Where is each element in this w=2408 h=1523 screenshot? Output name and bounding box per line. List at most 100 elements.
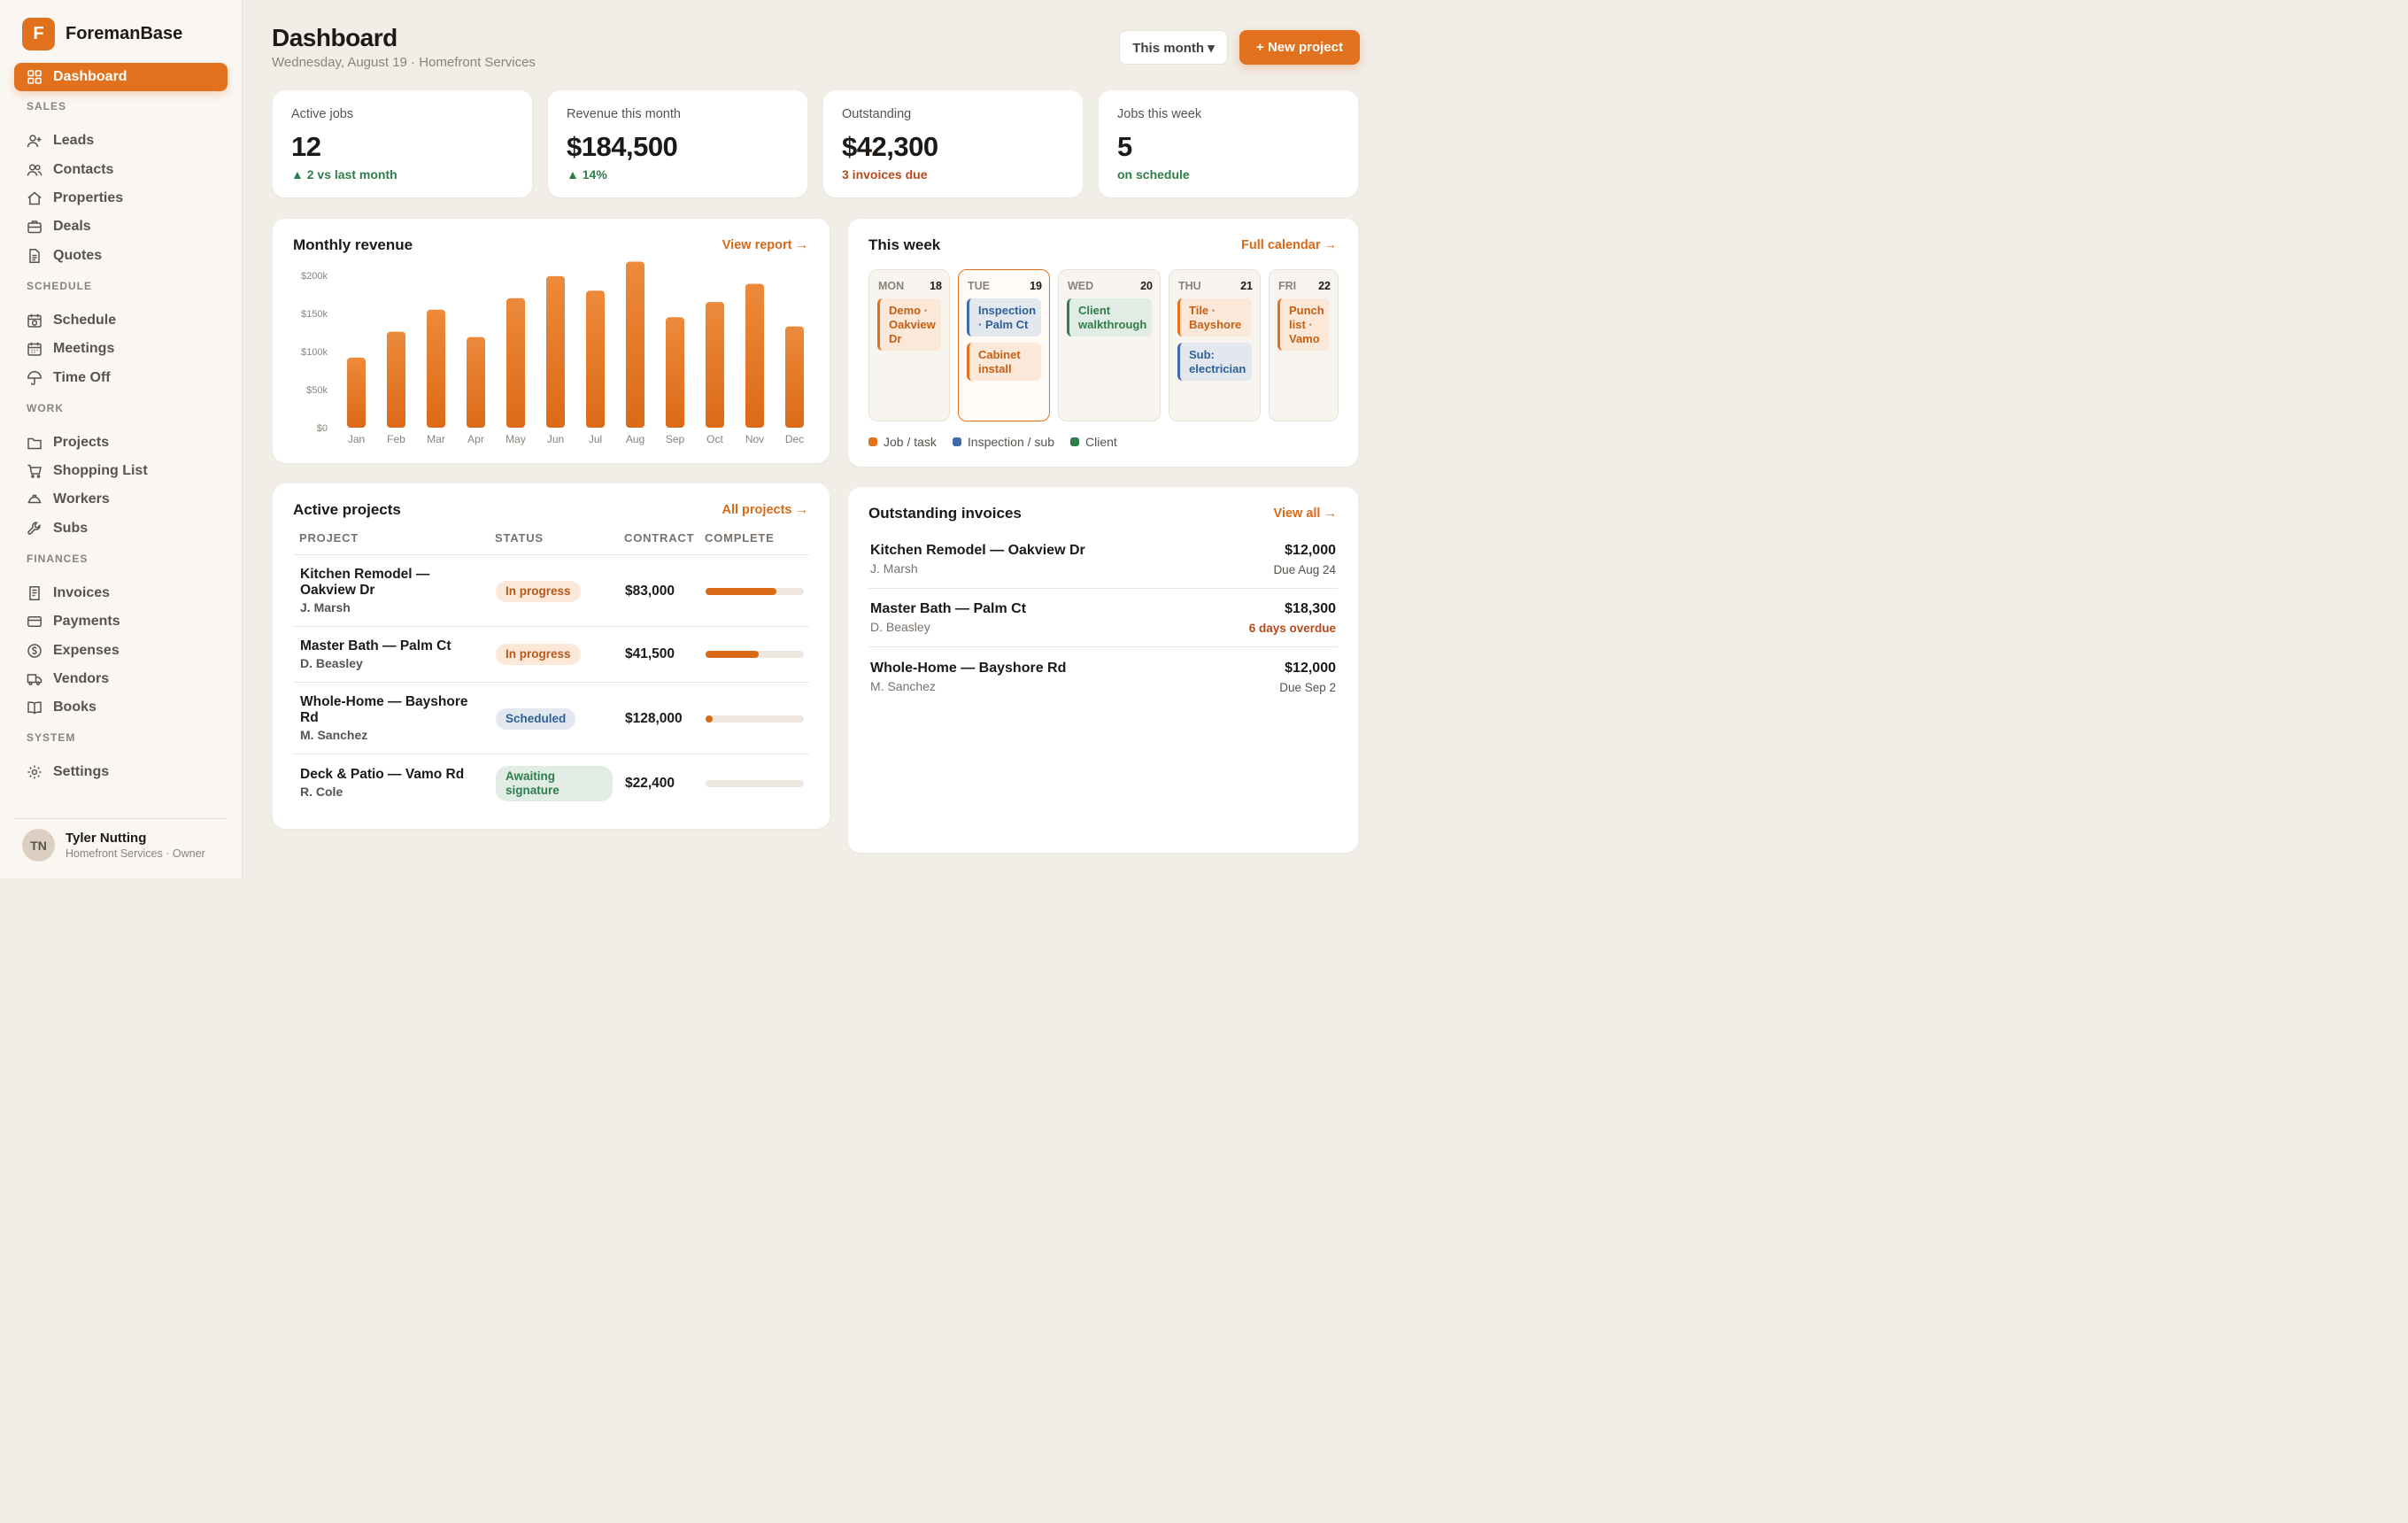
stat-note: ▲ 14% [567, 167, 607, 182]
table-row[interactable]: Deck & Patio — Vamo Rd R. Cole Awaiting … [293, 754, 809, 810]
calendar-event[interactable]: Tile · Bayshore [1177, 298, 1252, 336]
sidebar-item-label: Books [53, 700, 96, 715]
table-row[interactable]: Kitchen Remodel — Oakview Dr J. Marsh In… [293, 554, 809, 626]
day-column-wed[interactable]: WED 20 Client walkthrough [1058, 269, 1161, 421]
day-column-mon[interactable]: MON 18 Demo · Oakview Dr [868, 269, 950, 421]
bar-sep[interactable] [666, 317, 684, 428]
sidebar-item-properties[interactable]: Properties [14, 184, 228, 213]
calendar-event[interactable]: Punch list · Vamo [1277, 298, 1330, 351]
y-tick-label: $150k [301, 309, 328, 320]
calendar-event[interactable]: Sub: electrician [1177, 343, 1252, 381]
card-title: Active projects [293, 501, 401, 518]
progress-fill [706, 715, 713, 723]
sidebar-item-books[interactable]: Books [14, 693, 228, 722]
calendar-event[interactable]: Demo · Oakview Dr [877, 298, 941, 351]
new-project-button[interactable]: + New project [1239, 30, 1360, 65]
bar-jan[interactable] [347, 357, 366, 428]
invoice-client: M. Sanchez [870, 679, 936, 693]
x-tick-label: Aug [626, 433, 644, 445]
bar-oct[interactable] [706, 302, 724, 428]
user-role: Homefront Services · Owner [66, 847, 205, 860]
bar-jun[interactable] [546, 275, 565, 428]
calendar-event[interactable]: Cabinet install [967, 343, 1041, 381]
day-column-fri[interactable]: FRI 22 Punch list · Vamo [1269, 269, 1339, 421]
project-name: Deck & Patio — Vamo Rd [300, 767, 465, 782]
y-tick-label: $50k [306, 385, 328, 396]
sidebar-item-shopping-list[interactable]: Shopping List [14, 457, 228, 485]
sidebar-item-vendors[interactable]: Vendors [14, 665, 228, 693]
calendar-event[interactable]: Inspection · Palm Ct [967, 298, 1041, 336]
invoice-due: 6 days overdue [1248, 622, 1336, 635]
stat-value: $42,300 [842, 131, 938, 162]
day-column-thu[interactable]: THU 21 Tile · Bayshore Sub: electrician [1169, 269, 1261, 421]
bar-nov[interactable] [745, 283, 764, 428]
y-tick-label: $200k [301, 271, 328, 282]
day-column-tue[interactable]: TUE 19 Inspection · Palm Ct Cabinet inst… [958, 269, 1050, 421]
calendar-event[interactable]: Client walkthrough [1067, 298, 1152, 336]
x-tick-label: Oct [706, 433, 723, 445]
invoice-row[interactable]: Master Bath — Palm Ct D. Beasley $18,300… [868, 600, 1338, 646]
view-all-invoices-link[interactable]: View all → [1273, 506, 1337, 521]
contract-value: $41,500 [625, 646, 675, 661]
full-calendar-link[interactable]: Full calendar → [1241, 238, 1337, 252]
nav-section-work: WORK [27, 401, 64, 414]
grid-icon [27, 70, 42, 84]
sidebar-item-meetings[interactable]: Meetings [14, 335, 228, 363]
legend-swatch [952, 437, 961, 446]
divider [868, 588, 1338, 589]
sidebar-item-schedule[interactable]: Schedule [14, 306, 228, 335]
sidebar-item-label: Quotes [53, 247, 103, 263]
contract-value: $83,000 [625, 584, 675, 599]
sidebar-item-label: Payments [53, 614, 120, 630]
sidebar-item-leads[interactable]: Leads [14, 127, 228, 155]
x-tick-label: Jan [348, 433, 365, 445]
stat-card-active-jobs: Active jobs 12 ▲ 2 vs last month [273, 90, 532, 197]
x-tick-label: Jul [589, 433, 602, 445]
sidebar-item-label: Workers [53, 491, 110, 507]
sidebar-item-projects[interactable]: Projects [14, 429, 228, 457]
table-row[interactable]: Whole-Home — Bayshore Rd M. Sanchez Sche… [293, 682, 809, 754]
sidebar-item-timeoff[interactable]: Time Off [14, 363, 228, 391]
sidebar-item-payments[interactable]: Payments [14, 607, 228, 636]
sidebar-item-contacts[interactable]: Contacts [14, 156, 228, 184]
progress-bar [706, 588, 804, 595]
sidebar-item-dashboard[interactable]: Dashboard [14, 63, 228, 92]
invoice-row[interactable]: Kitchen Remodel — Oakview Dr J. Marsh $1… [868, 542, 1338, 588]
bar-feb[interactable] [387, 331, 405, 428]
day-number: 19 [1030, 280, 1042, 292]
bar-aug[interactable] [626, 261, 644, 428]
receipt-icon [29, 586, 40, 600]
sidebar-item-expenses[interactable]: Expenses [14, 636, 228, 664]
sidebar-item-invoices[interactable]: Invoices [14, 579, 228, 607]
bar-may[interactable] [506, 298, 525, 428]
bar-jul[interactable] [586, 290, 605, 428]
sidebar-item-subs[interactable]: Subs [14, 514, 228, 543]
stat-label: Jobs this week [1117, 107, 1202, 121]
sidebar-item-quotes[interactable]: Quotes [14, 241, 228, 269]
brand[interactable]: F ForemanBase [22, 18, 182, 50]
calendar-legend: Job / task Inspection / sub Client [868, 435, 1133, 449]
sidebar-item-workers[interactable]: Workers [14, 485, 228, 514]
sidebar-item-label: Subs [53, 520, 89, 536]
view-report-link[interactable]: View report → [722, 238, 808, 252]
briefcase-icon [27, 220, 42, 234]
bar-apr[interactable] [467, 336, 485, 428]
credit-card-icon [27, 616, 42, 628]
legend-item-client: Client [1069, 435, 1117, 449]
stat-value: 5 [1117, 131, 1132, 162]
contract-value: $128,000 [625, 711, 683, 726]
week-card: This week Full calendar → MON 18 Demo · … [848, 219, 1358, 467]
sidebar-item-settings[interactable]: Settings [14, 758, 228, 786]
user-profile[interactable]: TN Tyler Nutting Homefront Services · Ow… [14, 818, 228, 862]
table-row[interactable]: Master Bath — Palm Ct D. Beasley In prog… [293, 626, 809, 682]
status-badge: Awaiting signature [496, 766, 613, 801]
stat-card-jobs-week: Jobs this week 5 on schedule [1099, 90, 1358, 197]
bar-mar[interactable] [427, 309, 445, 428]
sidebar-item-deals[interactable]: Deals [14, 213, 228, 241]
all-projects-link[interactable]: All projects → [722, 503, 809, 517]
period-dropdown[interactable]: This month ▾ [1119, 30, 1228, 65]
invoice-amount: $18,300 [1285, 601, 1336, 616]
bar-dec[interactable] [785, 326, 804, 428]
invoice-due: Due Aug 24 [1273, 563, 1336, 576]
invoice-row[interactable]: Whole-Home — Bayshore Rd M. Sanchez $12,… [868, 660, 1338, 706]
